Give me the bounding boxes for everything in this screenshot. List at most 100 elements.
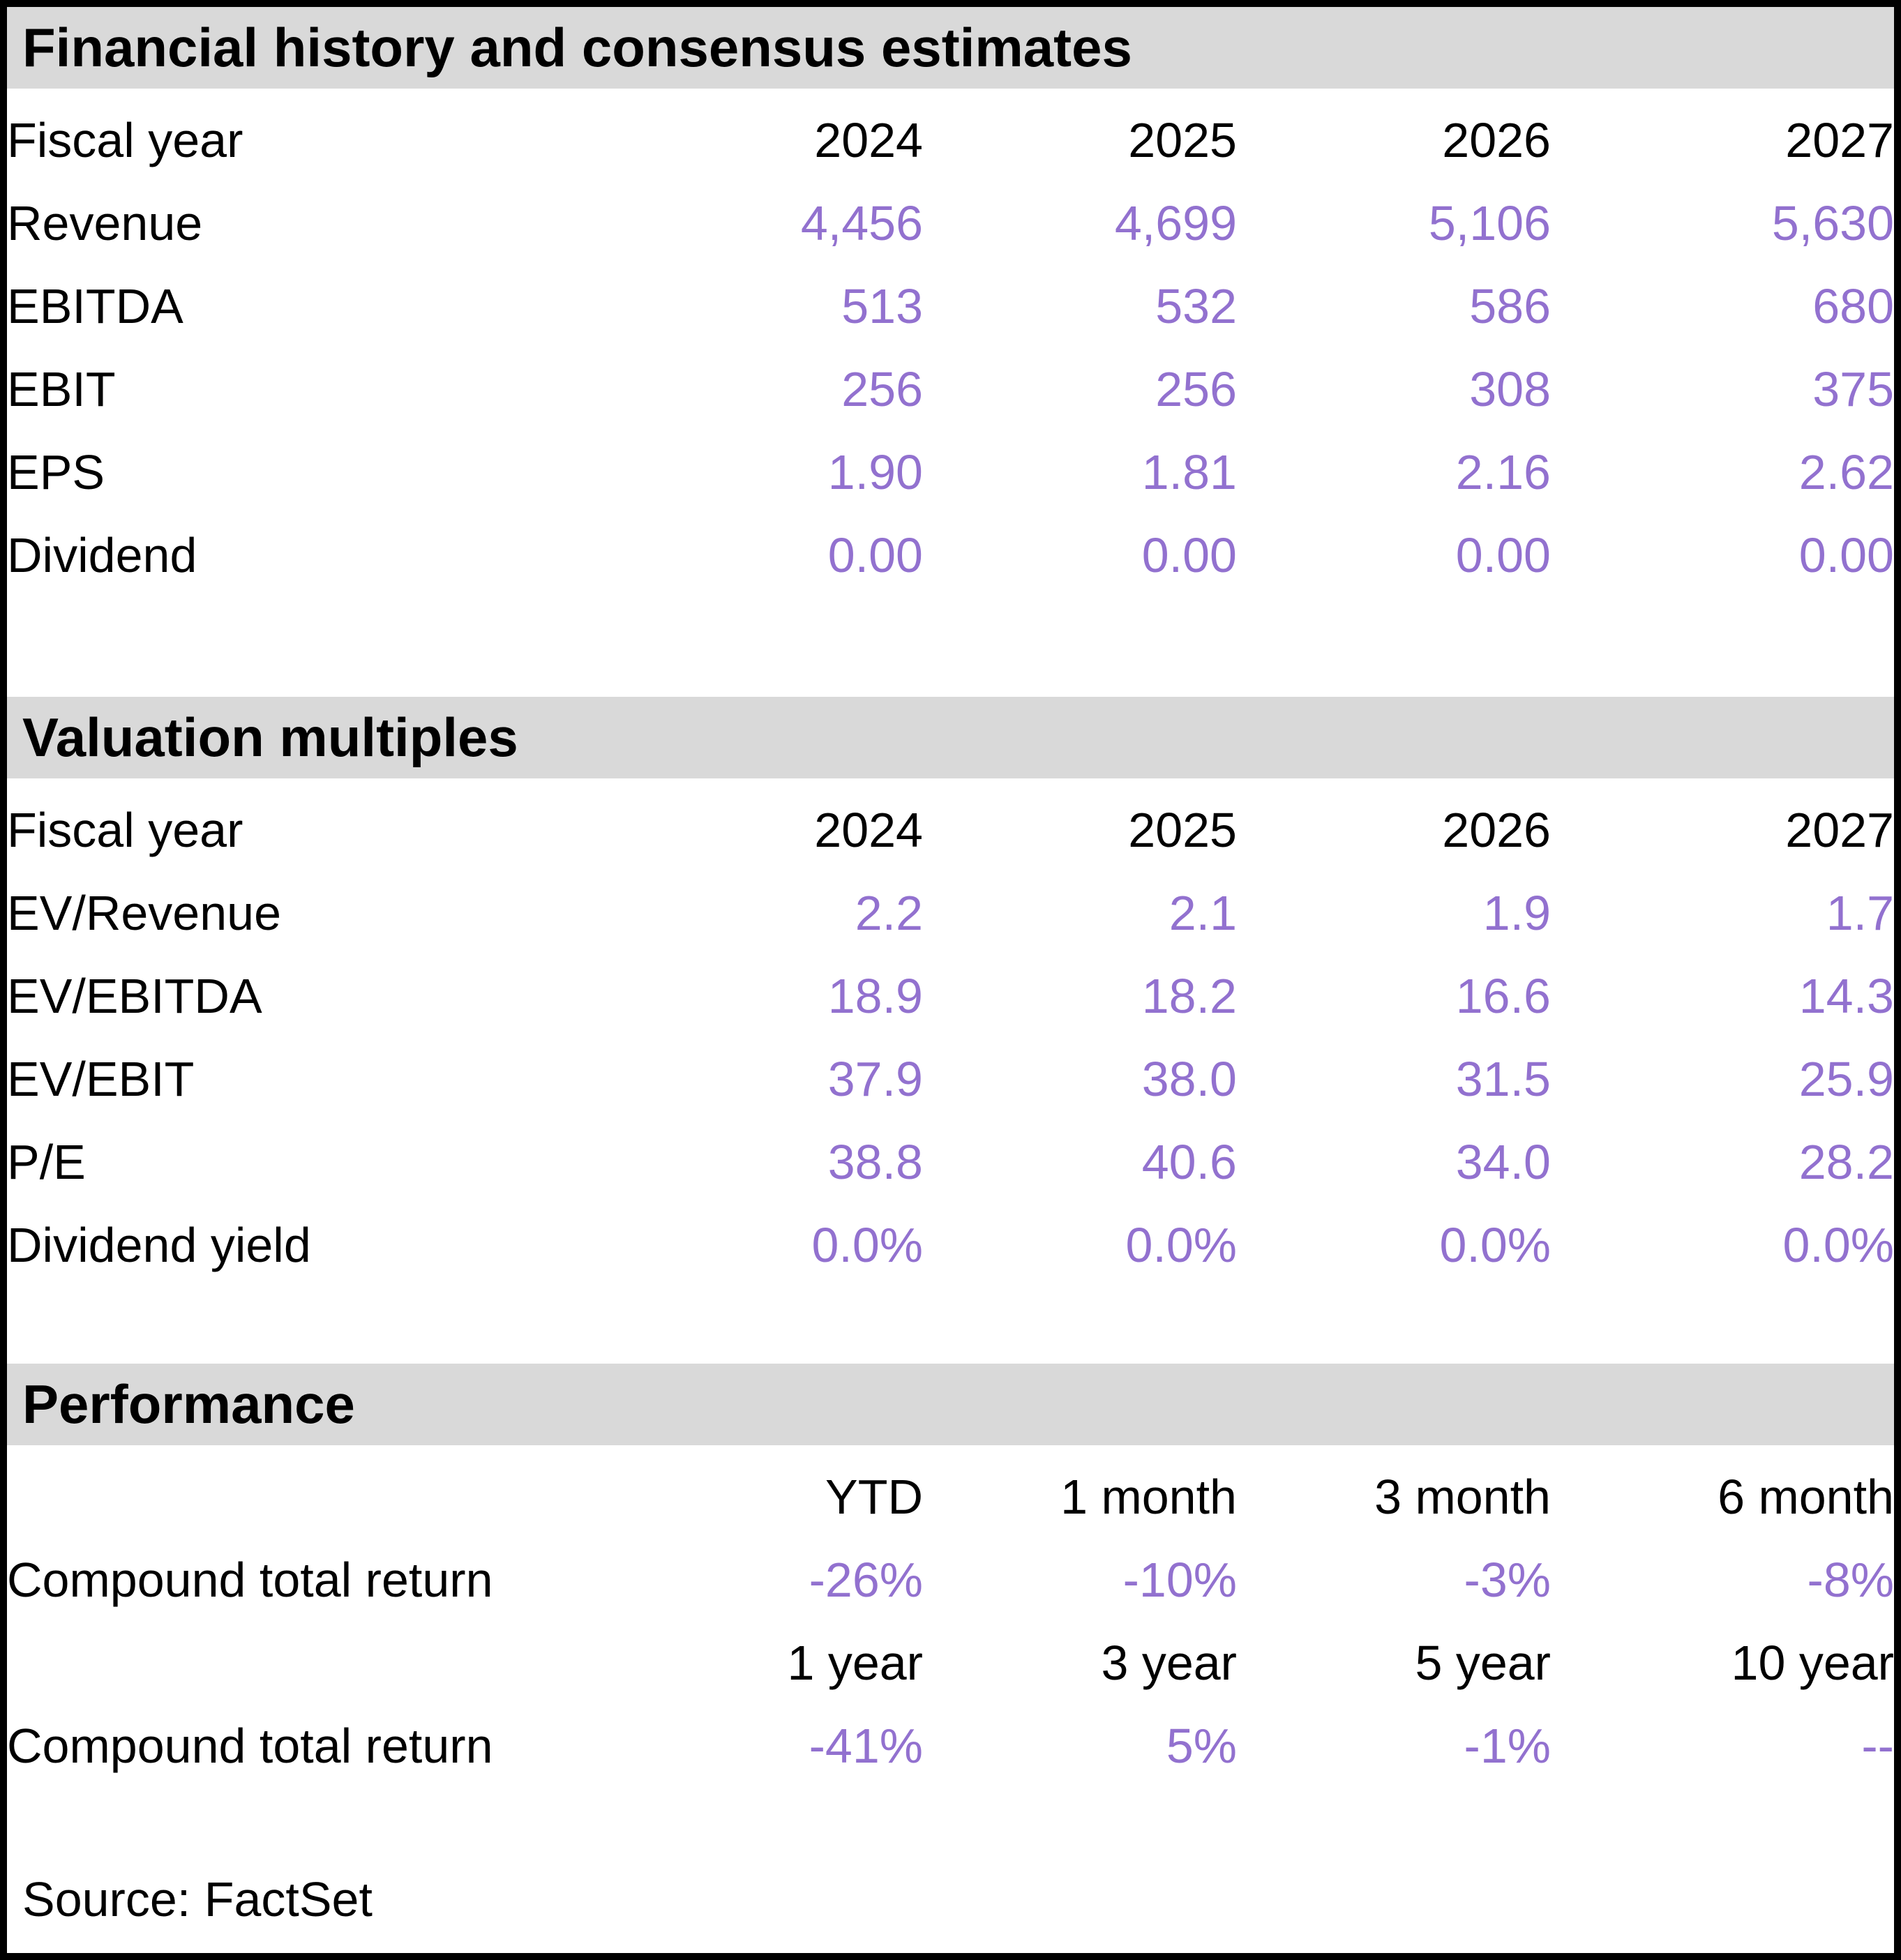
year-cell: 2025 xyxy=(1128,802,1237,857)
year-cell: 2026 xyxy=(1442,112,1551,167)
performance-table: YTD 1 month 3 month 6 month Compound tot… xyxy=(7,1455,1894,1787)
value-cell: 0.0% xyxy=(1439,1217,1551,1272)
value-cell: -8% xyxy=(1807,1552,1894,1607)
row-label: Fiscal year xyxy=(7,802,243,857)
row-period-headers-long: 1 year 3 year 5 year 10 year xyxy=(7,1621,1894,1704)
value-cell: 2.62 xyxy=(1798,444,1894,499)
value-cell: 4,456 xyxy=(800,195,923,250)
period-cell: 10 year xyxy=(1731,1635,1894,1690)
value-cell: 38.8 xyxy=(827,1134,923,1189)
year-cell: 2027 xyxy=(1785,112,1894,167)
row-label: Compound total return xyxy=(7,1552,493,1607)
row-eps: EPS 1.90 1.81 2.16 2.62 xyxy=(7,430,1894,513)
row-ev-revenue: EV/Revenue 2.2 2.1 1.9 1.7 xyxy=(7,871,1894,954)
row-label: P/E xyxy=(7,1134,86,1189)
row-compound-total-return-long: Compound total return -41% 5% -1% -- xyxy=(7,1704,1894,1787)
value-cell: 308 xyxy=(1469,361,1551,416)
row-dividend: Dividend 0.00 0.00 0.00 0.00 xyxy=(7,513,1894,596)
row-fiscal-year: Fiscal year 2024 2025 2026 2027 xyxy=(7,98,1894,181)
section-title: Valuation multiples xyxy=(22,707,518,768)
row-ev-ebit: EV/EBIT 37.9 38.0 31.5 25.9 xyxy=(7,1037,1894,1120)
value-cell: 256 xyxy=(841,361,923,416)
row-label: Revenue xyxy=(7,195,203,250)
year-cell: 2027 xyxy=(1785,802,1894,857)
row-label: EV/Revenue xyxy=(7,885,282,940)
value-cell: 1.7 xyxy=(1826,885,1894,940)
row-ebit: EBIT 256 256 308 375 xyxy=(7,347,1894,430)
row-label: Fiscal year xyxy=(7,112,243,167)
period-cell: 1 year xyxy=(787,1635,923,1690)
section-header-valuation-multiples: Valuation multiples xyxy=(7,697,1894,778)
value-cell: 34.0 xyxy=(1455,1134,1551,1189)
row-compound-total-return-short: Compound total return -26% -10% -3% -8% xyxy=(7,1538,1894,1621)
period-cell: 5 year xyxy=(1415,1635,1551,1690)
section-header-financial-history: Financial history and consensus estimate… xyxy=(7,7,1894,89)
value-cell: 16.6 xyxy=(1455,968,1551,1023)
value-cell: -10% xyxy=(1122,1552,1237,1607)
row-revenue: Revenue 4,456 4,699 5,106 5,630 xyxy=(7,181,1894,264)
value-cell: 38.0 xyxy=(1141,1051,1237,1106)
value-cell: 2.16 xyxy=(1455,444,1551,499)
row-label: EBITDA xyxy=(7,278,183,333)
value-cell: 28.2 xyxy=(1798,1134,1894,1189)
period-cell: 1 month xyxy=(1060,1469,1237,1524)
value-cell: 4,699 xyxy=(1114,195,1237,250)
section-title: Performance xyxy=(22,1373,355,1435)
row-label: Dividend xyxy=(7,527,197,582)
value-cell: 1.9 xyxy=(1482,885,1551,940)
empty-cell xyxy=(7,1455,609,1538)
value-cell: 0.0% xyxy=(1125,1217,1237,1272)
valuation-multiples-table: Fiscal year 2024 2025 2026 2027 EV/Reven… xyxy=(7,788,1894,1286)
value-cell: 1.90 xyxy=(827,444,923,499)
value-cell: 513 xyxy=(841,278,923,333)
empty-cell xyxy=(7,1621,609,1704)
value-cell: 2.2 xyxy=(855,885,923,940)
period-cell: 3 year xyxy=(1101,1635,1237,1690)
row-label: EV/EBIT xyxy=(7,1051,195,1106)
year-cell: 2024 xyxy=(814,802,923,857)
row-ebitda: EBITDA 513 532 586 680 xyxy=(7,264,1894,347)
section-header-performance: Performance xyxy=(7,1364,1894,1445)
row-fiscal-year: Fiscal year 2024 2025 2026 2027 xyxy=(7,788,1894,871)
row-label: Compound total return xyxy=(7,1718,493,1773)
value-cell: 2.1 xyxy=(1169,885,1237,940)
value-cell: 0.0% xyxy=(811,1217,923,1272)
value-cell: 40.6 xyxy=(1141,1134,1237,1189)
value-cell: 18.2 xyxy=(1141,968,1237,1023)
row-period-headers-short: YTD 1 month 3 month 6 month xyxy=(7,1455,1894,1538)
value-cell: 0.00 xyxy=(1798,527,1894,582)
row-label: EBIT xyxy=(7,361,116,416)
value-cell: 5,106 xyxy=(1428,195,1551,250)
value-cell: 14.3 xyxy=(1798,968,1894,1023)
value-cell: 18.9 xyxy=(827,968,923,1023)
row-ev-ebitda: EV/EBITDA 18.9 18.2 16.6 14.3 xyxy=(7,954,1894,1037)
value-cell: -26% xyxy=(809,1552,923,1607)
year-cell: 2025 xyxy=(1128,112,1237,167)
value-cell: 37.9 xyxy=(827,1051,923,1106)
source-note: Source: FactSet xyxy=(22,1871,373,1927)
value-cell: 31.5 xyxy=(1455,1051,1551,1106)
period-cell: YTD xyxy=(825,1469,923,1524)
value-cell: 0.00 xyxy=(827,527,923,582)
value-cell: 0.00 xyxy=(1455,527,1551,582)
value-cell: -41% xyxy=(809,1718,923,1773)
value-cell: -1% xyxy=(1464,1718,1551,1773)
value-cell: 1.81 xyxy=(1141,444,1237,499)
value-cell: 256 xyxy=(1155,361,1237,416)
value-cell: 5% xyxy=(1166,1718,1237,1773)
value-cell: 5,630 xyxy=(1771,195,1894,250)
year-cell: 2026 xyxy=(1442,802,1551,857)
value-cell: -- xyxy=(1861,1718,1894,1773)
year-cell: 2024 xyxy=(814,112,923,167)
section-title: Financial history and consensus estimate… xyxy=(22,17,1132,78)
value-cell: 680 xyxy=(1812,278,1894,333)
row-dividend-yield: Dividend yield 0.0% 0.0% 0.0% 0.0% xyxy=(7,1203,1894,1286)
value-cell: -3% xyxy=(1464,1552,1551,1607)
value-cell: 586 xyxy=(1469,278,1551,333)
financial-history-table: Fiscal year 2024 2025 2026 2027 Revenue … xyxy=(7,98,1894,596)
value-cell: 375 xyxy=(1812,361,1894,416)
value-cell: 0.00 xyxy=(1141,527,1237,582)
period-cell: 6 month xyxy=(1718,1469,1894,1524)
value-cell: 0.0% xyxy=(1782,1217,1894,1272)
